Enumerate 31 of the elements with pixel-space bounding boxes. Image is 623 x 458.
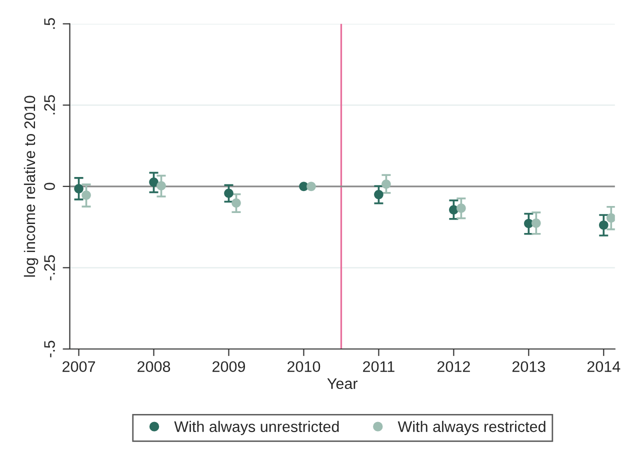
x-tick-label: 2014	[587, 361, 620, 372]
y-tick-label: -.25	[44, 255, 55, 280]
y-axis-title: log income relative to 2010	[24, 96, 38, 277]
point	[598, 220, 608, 230]
point	[232, 198, 241, 208]
point	[532, 218, 541, 228]
point	[456, 204, 466, 213]
legend-label: With always unrestricted	[174, 420, 339, 436]
point	[606, 213, 615, 223]
point	[449, 205, 458, 214]
x-axis-title: Year	[327, 378, 358, 390]
point	[306, 182, 316, 192]
x-tick-label: 2010	[288, 361, 320, 372]
point	[382, 179, 391, 189]
x-tick-label: 2013	[512, 361, 545, 372]
y-tick-label: 0	[44, 182, 55, 190]
y-tick-label: .5	[44, 18, 55, 29]
point	[74, 184, 84, 194]
x-tick-label: 2012	[437, 361, 470, 372]
x-tick-label: 2009	[212, 361, 246, 372]
point	[82, 190, 91, 200]
x-tick-label: 2008	[138, 361, 170, 372]
y-tick-label: .25	[44, 95, 55, 114]
x-tick-label: 2007	[62, 361, 95, 372]
point	[149, 178, 158, 187]
y-tick-label: -.5	[44, 340, 55, 358]
point	[224, 188, 234, 198]
legend-label: With always restricted	[398, 420, 546, 436]
point	[374, 190, 384, 200]
x-tick-label: 2011	[363, 361, 394, 372]
point	[156, 181, 166, 190]
